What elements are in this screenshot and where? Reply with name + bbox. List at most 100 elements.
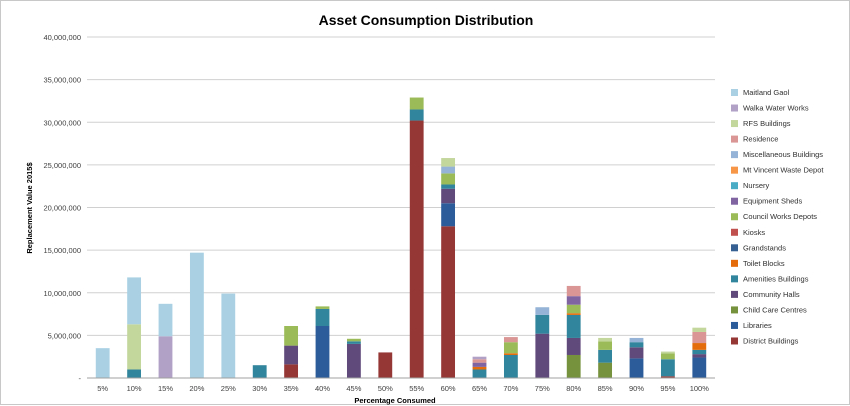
bar-segment [441, 173, 456, 185]
y-axis-label: Replacement Value 2015$ [25, 162, 34, 254]
bar-segment [566, 337, 581, 355]
y-tick-label: 30,000,000 [43, 118, 81, 127]
bar-segment [535, 314, 550, 334]
bar-segment [284, 345, 299, 365]
bar-segment [598, 337, 613, 342]
bar-segment [95, 348, 110, 378]
x-tick-label: 80% [566, 384, 581, 393]
bar-segment [598, 349, 613, 363]
y-tick-label: 25,000,000 [43, 161, 81, 170]
bar-segment [284, 364, 299, 378]
x-axis-ticks: 5% 10% 15% 20% 25% 30% 35% 40% 45% 50% 55% 60% 65% 70… [97, 384, 709, 393]
bar-segment [441, 226, 456, 378]
x-tick-label: 50% [378, 384, 393, 393]
bar-segment [127, 369, 142, 378]
bar-segment [566, 314, 581, 338]
bar-segment [503, 354, 518, 378]
bar-segment [535, 333, 550, 378]
bar-segment [535, 307, 550, 315]
bar-segment [127, 277, 142, 325]
bar-segment [441, 158, 456, 167]
y-axis-ticks: - 5,000,000 10,000,000 15,000,000 20,000,000… [43, 33, 81, 383]
legend-label: Walka Water Works [743, 104, 809, 113]
bar-segment [566, 296, 581, 305]
x-axis-label: Percentage Consumed [354, 396, 436, 405]
x-tick-label: 95% [660, 384, 675, 393]
bar-segment [692, 343, 707, 350]
bar-segment [189, 252, 204, 378]
legend-swatch [731, 213, 738, 221]
bar-segment [692, 354, 707, 358]
bar-segment [409, 97, 424, 110]
x-tick-label: 60% [441, 384, 456, 393]
bar-segment [346, 341, 361, 344]
x-tick-label: 55% [409, 384, 424, 393]
y-tick-label: 15,000,000 [43, 246, 81, 255]
bar-segment [409, 120, 424, 379]
bars [95, 97, 707, 379]
x-tick-label: 40% [315, 384, 330, 393]
bar-segment [503, 342, 518, 354]
x-tick-label: 5% [97, 384, 108, 393]
x-tick-label: 15% [158, 384, 173, 393]
legend-label: Miscellaneous Buildings [743, 150, 823, 159]
legend-swatch [731, 306, 738, 314]
legend-label: Kiosks [743, 228, 765, 237]
bar-segment [378, 352, 393, 378]
bar-segment [315, 306, 330, 309]
bar-segment [503, 353, 518, 355]
bar-segment [566, 304, 581, 314]
chart-title: Asset Consumption Distribution [319, 12, 534, 28]
legend-swatch [731, 337, 738, 345]
bar-segment [441, 166, 456, 174]
legend-swatch [731, 197, 738, 205]
legend-label: Council Works Depots [743, 212, 817, 221]
bar-segment [441, 188, 456, 204]
bar-segment [472, 356, 487, 360]
bar-segment [315, 326, 330, 378]
legend-label: Grandstands [743, 243, 786, 252]
y-tick-label: 10,000,000 [43, 289, 81, 298]
legend-label: Child Care Centres [743, 305, 807, 314]
bar-segment [660, 376, 675, 378]
bar-segment [158, 303, 173, 337]
x-tick-label: 35% [284, 384, 299, 393]
legend-swatch [731, 259, 738, 267]
x-tick-label: 10% [127, 384, 142, 393]
bar-segment [472, 369, 487, 378]
x-tick-label: 85% [598, 384, 613, 393]
bar-segment [660, 351, 675, 354]
bar-segment [566, 285, 581, 297]
y-tick-label: 40,000,000 [43, 33, 81, 42]
bar-segment [692, 349, 707, 355]
legend-swatch [731, 151, 738, 159]
legend-label: Libraries [743, 321, 772, 330]
legend-swatch [731, 182, 738, 190]
x-tick-label: 90% [629, 384, 644, 393]
bar-segment [252, 365, 267, 378]
bar-segment [598, 362, 613, 378]
legend-swatch [731, 244, 738, 252]
legend-label: Amenities Buildings [743, 274, 809, 283]
bar-segment [472, 366, 487, 370]
x-tick-label: 25% [221, 384, 236, 393]
gridlines [87, 36, 715, 336]
bar-segment [566, 313, 581, 315]
legend-swatch [731, 275, 738, 283]
bar-segment [472, 359, 487, 363]
bar-segment [346, 343, 361, 378]
y-tick-label: 5,000,000 [48, 331, 81, 340]
legend-swatch [731, 228, 738, 236]
bar-segment [158, 336, 173, 378]
legend-swatch [731, 120, 738, 128]
x-tick-label: 45% [346, 384, 361, 393]
legend-label: Nursery [743, 181, 770, 190]
bar-segment [629, 342, 644, 348]
legend-label: Toilet Blocks [743, 259, 785, 268]
x-tick-label: 30% [252, 384, 267, 393]
legend-swatch [731, 166, 738, 174]
legend-label: Mt Vincent Waste Depot [743, 166, 824, 175]
y-tick-label: - [79, 374, 82, 383]
legend-swatch [731, 104, 738, 112]
